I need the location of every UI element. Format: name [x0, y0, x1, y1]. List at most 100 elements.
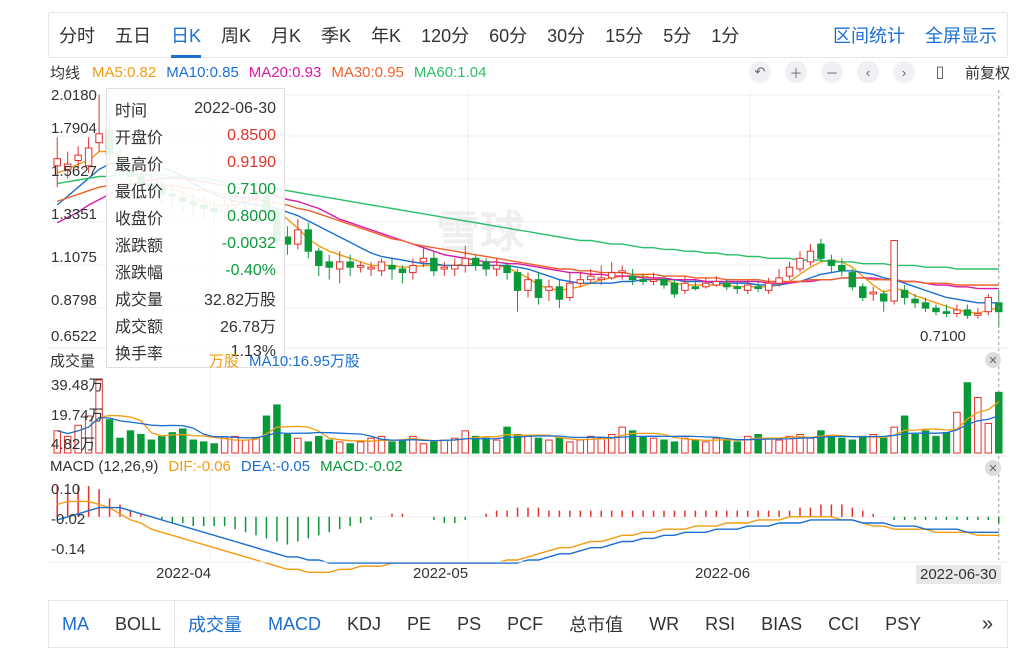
candle-body	[430, 257, 438, 272]
minus-icon[interactable]: －	[820, 61, 843, 83]
kline-chart[interactable]	[0, 0, 1034, 600]
indicator-tab[interactable]: WR	[649, 613, 680, 634]
volume-bar	[482, 437, 490, 454]
period-tab[interactable]: 60分	[489, 26, 528, 46]
volume-legend-title: 成交量	[50, 353, 96, 370]
close-macd-pane-icon[interactable]: ✕	[985, 460, 1001, 476]
chevron-right-icon[interactable]: ›	[892, 61, 915, 83]
indicator-tab[interactable]: MACD	[268, 613, 322, 634]
candle-body	[806, 250, 815, 263]
volume-bar	[974, 397, 982, 454]
volume-bar	[252, 437, 260, 454]
volume-bar	[189, 439, 197, 454]
indicator-tab[interactable]: BOLL	[115, 613, 162, 634]
chart-toolbar: ↶ ＋ － ‹ › ▯ 前复权	[748, 61, 1010, 83]
period-tab[interactable]: 周K	[221, 26, 252, 46]
range-stats-button[interactable]: 区间统计	[833, 26, 905, 46]
volume-bar	[869, 434, 877, 454]
candle-body	[84, 147, 93, 167]
close-volume-pane-icon[interactable]: ✕	[985, 352, 1001, 368]
candle-icon[interactable]: ▯	[935, 64, 945, 81]
candle-body	[74, 154, 82, 161]
volume-bar	[492, 439, 501, 454]
period-tab[interactable]: 15分	[605, 26, 644, 46]
period-tab[interactable]: 1分	[711, 26, 740, 46]
candle-body	[670, 282, 679, 295]
tooltip-row: 成交额 26.78万	[115, 312, 276, 339]
indicator-tab[interactable]: PSY	[885, 613, 922, 634]
volume-bar	[168, 432, 177, 454]
candle-body	[576, 279, 585, 284]
macd-tick-label: -0.02	[51, 511, 86, 528]
volume-bar	[879, 437, 888, 454]
candle-body	[921, 302, 930, 309]
period-tab[interactable]: 日K	[161, 13, 211, 58]
period-tab[interactable]: 月K	[271, 26, 302, 46]
ma-legend-title: 均线	[50, 64, 81, 82]
volume-ma10-legend: MA10:16.95万股	[249, 353, 360, 370]
candle-body	[743, 284, 752, 291]
volume-bar	[953, 411, 961, 454]
volume-bar	[471, 435, 480, 454]
tooltip-key: 开盘价	[115, 129, 164, 147]
price-adjust-select[interactable]: 前复权	[964, 64, 1010, 82]
ma20-legend: MA20:0.93	[248, 63, 322, 81]
chevron-left-icon[interactable]: ‹	[856, 61, 879, 83]
candle-body	[607, 272, 616, 279]
indicator-tab[interactable]: BIAS	[761, 613, 803, 634]
tooltip-row: 涨跌额 -0.0032	[115, 230, 276, 257]
period-tab[interactable]: 分时	[59, 26, 95, 46]
macd-tick-label: -0.14	[51, 541, 86, 558]
volume-bar	[179, 428, 187, 454]
volume-bar	[848, 439, 857, 454]
tooltip-row: 最高价 0.9190	[115, 149, 276, 176]
period-tab[interactable]: 年K	[371, 26, 402, 46]
candle-body	[817, 243, 825, 259]
candle-body	[597, 277, 605, 281]
candle-body	[723, 282, 731, 288]
volume-bar	[806, 437, 815, 454]
candle-body	[628, 275, 637, 281]
indicator-tab[interactable]: MA	[62, 613, 89, 634]
period-tab[interactable]: 季K	[321, 26, 352, 46]
indicator-tab[interactable]: PS	[457, 613, 482, 634]
indicator-tab[interactable]: PCF	[507, 613, 544, 634]
tab-divider	[174, 601, 176, 647]
top-actions: 区间统计 全屏显示	[833, 22, 1007, 48]
indicator-tab[interactable]: KDJ	[347, 613, 382, 634]
period-tab[interactable]: 5分	[663, 26, 692, 46]
candle-body	[827, 259, 836, 266]
period-tab[interactable]: 120分	[421, 26, 470, 46]
indicator-tab[interactable]: PE	[407, 613, 432, 634]
volume-bar	[890, 426, 898, 454]
indicator-tab[interactable]: RSI	[705, 613, 736, 634]
indicator-tab[interactable]: CCI	[828, 613, 860, 634]
tooltip-key: 最低价	[115, 183, 164, 201]
fullscreen-button[interactable]: 全屏显示	[925, 26, 997, 46]
watermark: 雪球	[436, 208, 524, 257]
volume-bar	[691, 439, 700, 454]
candle-body	[796, 257, 804, 270]
indicator-tab[interactable]: 总市值	[569, 615, 624, 635]
plus-icon[interactable]: ＋	[784, 61, 807, 83]
period-tab[interactable]: 五日	[115, 26, 151, 46]
candle-body	[451, 264, 459, 270]
candle-body	[639, 279, 647, 282]
indicator-tab[interactable]: 成交量	[188, 615, 243, 635]
volume-bar	[63, 435, 72, 454]
volume-bar	[827, 435, 836, 454]
period-tab[interactable]: 30分	[547, 26, 586, 46]
volume-bar	[587, 435, 595, 454]
candle-body	[974, 312, 982, 316]
candle-body	[492, 264, 501, 270]
candle-body	[848, 272, 857, 288]
candle-body	[315, 250, 323, 266]
candle-body	[879, 293, 888, 302]
double-chevron-right-icon[interactable]: »	[981, 612, 993, 635]
undo-icon[interactable]: ↶	[748, 61, 771, 83]
volume-bar	[524, 435, 532, 454]
price-tick-label: 1.1075	[51, 249, 97, 266]
candle-body	[869, 291, 877, 295]
volume-bar	[304, 441, 313, 454]
volume-bar	[137, 434, 145, 454]
